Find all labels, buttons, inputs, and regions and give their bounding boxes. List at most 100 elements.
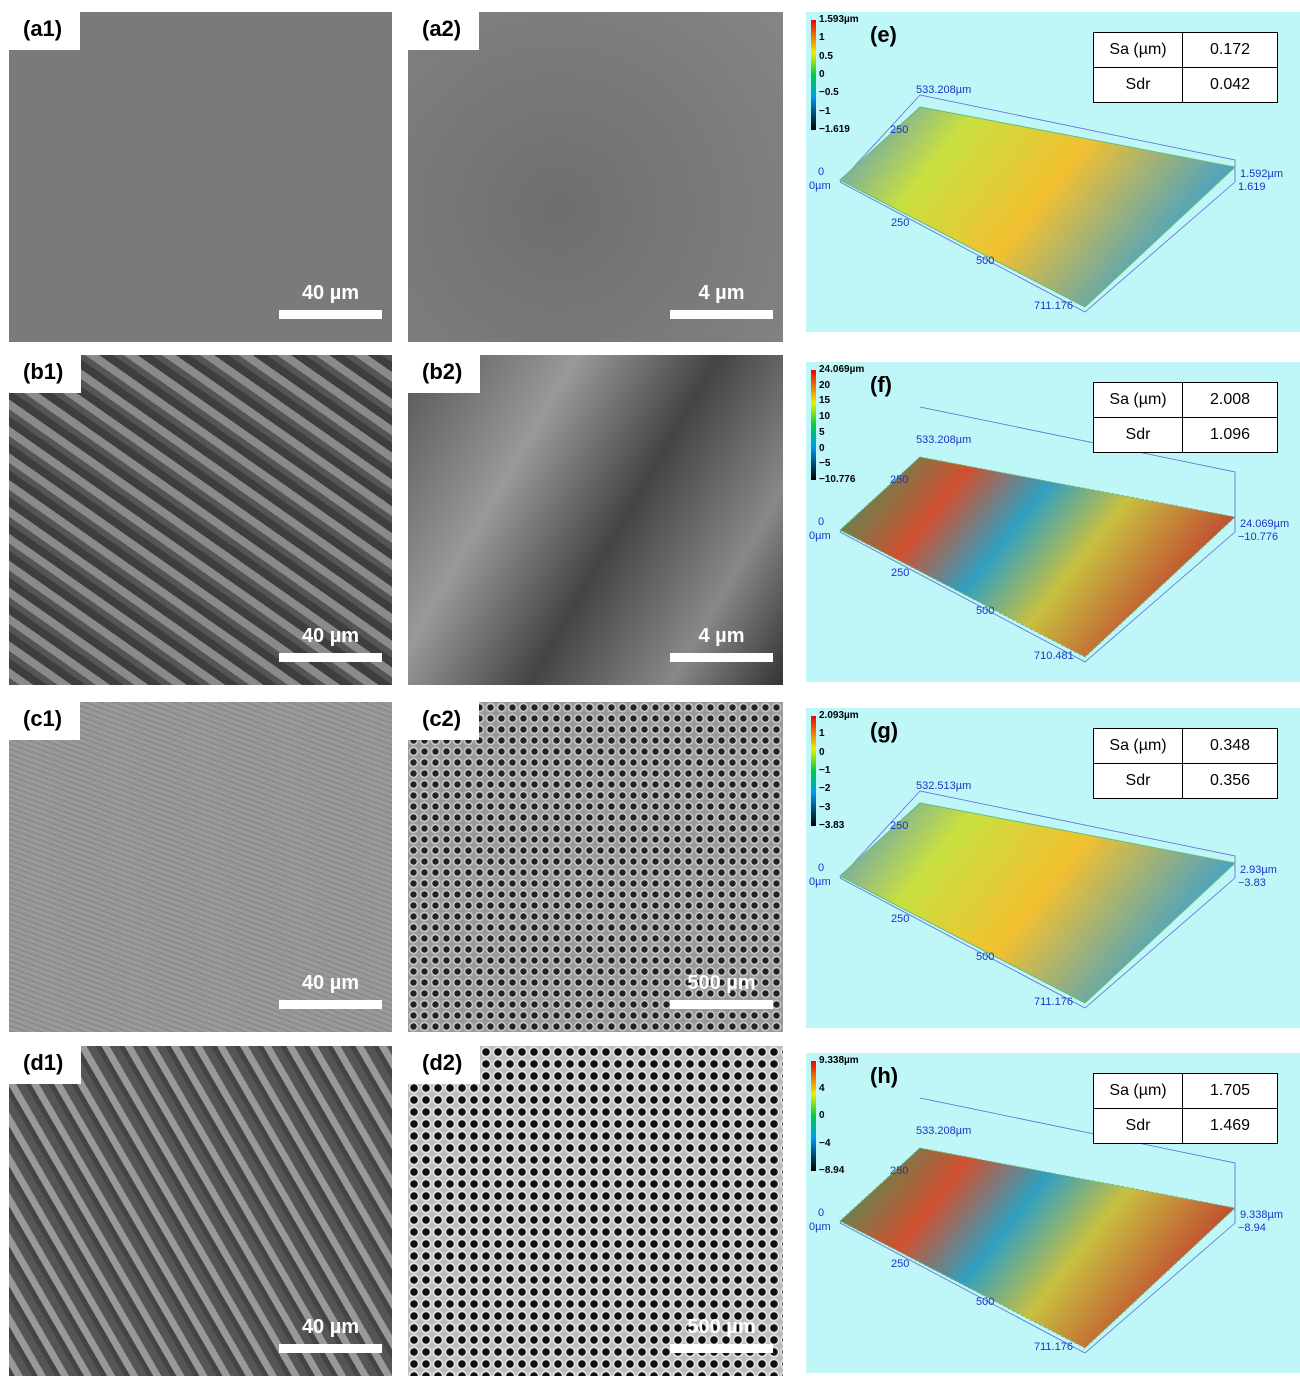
colorbar-tick: 15 (819, 395, 830, 406)
sem-image: (d2) 500 µm (408, 1046, 783, 1376)
table-row: Sa (µm)0.172 (1094, 33, 1278, 68)
colorbar (811, 20, 816, 130)
axis-label: 533.208µm (916, 434, 971, 446)
table-cell: Sa (µm) (1094, 383, 1183, 418)
axis-label: 0µm (809, 530, 831, 542)
axis-label: 250 (890, 820, 908, 832)
scale-text: 40 µm (279, 1316, 382, 1339)
sem-image: (a2) 4 µm (408, 12, 783, 342)
colorbar-tick: 1 (819, 728, 825, 739)
colorbar-tick: −3.83 (819, 820, 844, 831)
sem-image: (c1) 40 µm (9, 702, 392, 1032)
surface (840, 107, 1235, 307)
scale-text: 500 µm (670, 1316, 773, 1339)
axis-label: 711.176 (1034, 1341, 1073, 1353)
table-cell: Sdr (1094, 418, 1183, 453)
table-cell: 0.042 (1183, 68, 1278, 103)
axis-label: 1.592µm (1240, 168, 1283, 180)
colorbar-tick: 0 (819, 69, 825, 80)
table-cell: Sa (µm) (1094, 33, 1183, 68)
axis-label: 500 (976, 255, 994, 267)
panel-label: (d2) (408, 1046, 480, 1084)
axis-label: 250 (891, 1258, 909, 1270)
panel-label: (b2) (408, 355, 480, 393)
panel-label: (a2) (408, 12, 479, 50)
axis-label: −3.83 (1238, 877, 1266, 889)
panel-label: (e) (870, 22, 897, 48)
sem-image: (b1) 40 µm (9, 355, 392, 685)
axis-label: 0µm (809, 876, 831, 888)
scale-bar (670, 653, 773, 662)
scale-bar (279, 1344, 382, 1353)
colorbar (811, 1061, 816, 1171)
table-cell: 0.348 (1183, 729, 1278, 764)
colorbar-tick: −2 (819, 783, 830, 794)
surface (840, 803, 1235, 1003)
scale-text: 40 µm (279, 972, 382, 995)
table-row: Sa (µm)2.008 (1094, 383, 1278, 418)
axis-label: 0 (818, 862, 824, 874)
colorbar-tick: 1.593µm (819, 14, 859, 25)
colorbar-tick: −1 (819, 106, 830, 117)
colorbar-tick: 20 (819, 380, 830, 391)
panel-label: (g) (870, 718, 898, 744)
axis-label: 711.176 (1034, 996, 1073, 1008)
colorbar (811, 716, 816, 826)
table-row: Sa (µm)0.348 (1094, 729, 1278, 764)
panel-label: (b1) (9, 355, 81, 393)
scale-bar (670, 310, 773, 319)
axis-label: 0µm (809, 1221, 831, 1233)
colorbar-tick: 1 (819, 32, 825, 43)
panel-label: (c1) (9, 702, 80, 740)
colorbar-tick: 0.5 (819, 51, 833, 62)
profile-panel: 2.093µm10−1−2−3−3.83(g)532.513µm25000µm2… (806, 708, 1300, 1028)
colorbar-tick: 4 (819, 1083, 825, 1094)
axis-label: 500 (976, 1296, 994, 1308)
scale-text: 40 µm (279, 625, 382, 648)
scale-bar (279, 310, 382, 319)
table-cell: Sa (µm) (1094, 1074, 1183, 1109)
axis-label: 500 (976, 951, 994, 963)
colorbar-tick: −5 (819, 458, 830, 469)
colorbar-tick: −1.619 (819, 124, 850, 135)
colorbar-tick: 9.338µm (819, 1055, 859, 1066)
axis-label: 250 (890, 1165, 908, 1177)
axis-label: 0 (818, 516, 824, 528)
axis-label: 0 (818, 1207, 824, 1219)
colorbar-tick: 0 (819, 443, 825, 454)
axis-label: 0 (818, 166, 824, 178)
table-cell: 2.008 (1183, 383, 1278, 418)
axis-label: 250 (891, 913, 909, 925)
scale-text: 4 µm (670, 282, 773, 305)
table-cell: 0.172 (1183, 33, 1278, 68)
table-cell: Sdr (1094, 68, 1183, 103)
sem-image: (c2)500 µm (408, 702, 783, 1032)
colorbar-tick: 0 (819, 1110, 825, 1121)
colorbar-tick: 5 (819, 427, 825, 438)
colorbar-tick: −10.776 (819, 474, 855, 485)
scale-text: 4 µm (670, 625, 773, 648)
table-row: Sa (µm)1.705 (1094, 1074, 1278, 1109)
scale-bar (670, 1000, 773, 1009)
axis-label: 24.069µm (1240, 518, 1289, 530)
panel-label: (c2) (408, 702, 479, 740)
table-cell: Sdr (1094, 764, 1183, 799)
colorbar (811, 370, 816, 480)
table-cell: 1.469 (1183, 1109, 1278, 1144)
panel-label: (f) (870, 372, 892, 398)
colorbar-tick: 2.093µm (819, 710, 859, 721)
axis-label: 250 (891, 217, 909, 229)
axis-label: 711.176 (1034, 300, 1073, 312)
axis-label: 533.208µm (916, 84, 971, 96)
scale-bar (279, 653, 382, 662)
table-cell: 1.096 (1183, 418, 1278, 453)
panel-label: (h) (870, 1063, 898, 1089)
